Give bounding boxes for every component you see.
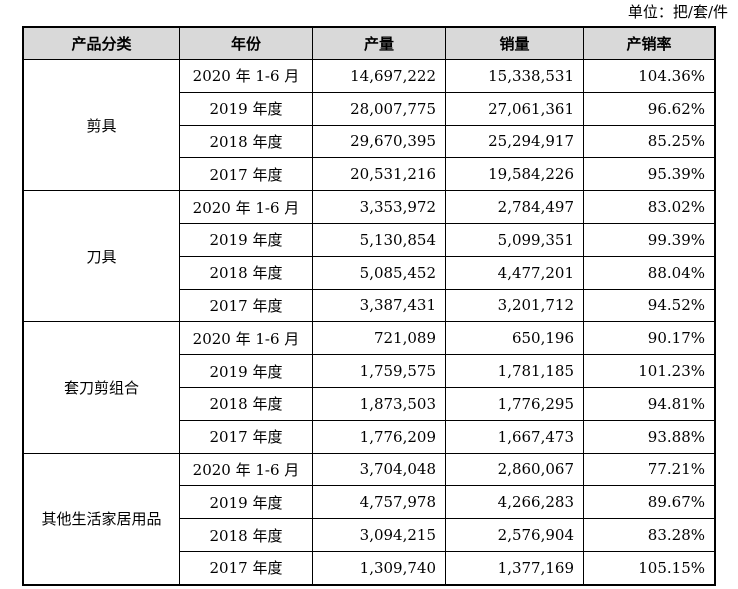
- rate-cell: 95.39%: [583, 157, 715, 192]
- rate-cell: 94.81%: [583, 386, 715, 421]
- header-category: 产品分类: [23, 27, 180, 60]
- year-cell: 2020 年 1-6 月: [179, 321, 313, 356]
- category-cell: 剪具: [23, 58, 180, 192]
- sales-cell: 19,584,226: [445, 157, 584, 192]
- year-cell: 2019 年度: [179, 91, 313, 126]
- production-cell: 5,085,452: [312, 255, 446, 290]
- table-body: 剪具 2020 年 1-6 月 14,697,222 15,338,531 10…: [23, 58, 715, 585]
- production-cell: 28,007,775: [312, 91, 446, 126]
- sales-cell: 1,776,295: [445, 386, 584, 421]
- production-cell: 20,531,216: [312, 157, 446, 192]
- sales-cell: 1,781,185: [445, 354, 584, 388]
- rate-cell: 88.04%: [583, 255, 715, 290]
- table-row: 2019 年度 5,130,854 5,099,351 99.39%: [24, 222, 715, 257]
- rate-cell: 85.25%: [583, 124, 715, 159]
- rate-cell: 105.15%: [583, 550, 715, 585]
- year-cell: 2019 年度: [179, 222, 313, 257]
- header-rate: 产销率: [583, 27, 715, 60]
- production-cell: 5,130,854: [312, 222, 446, 257]
- category-cell: 其他生活家居用品: [23, 452, 180, 585]
- year-cell: 2020 年 1-6 月: [179, 452, 313, 487]
- rate-cell: 83.28%: [583, 518, 715, 552]
- year-cell: 2020 年 1-6 月: [179, 59, 313, 93]
- sales-cell: 2,860,067: [445, 452, 584, 487]
- year-cell: 2018 年度: [179, 124, 313, 159]
- rate-cell: 90.17%: [583, 321, 715, 356]
- rate-cell: 77.21%: [583, 452, 715, 487]
- table-row: 2018 年度 29,670,395 25,294,917 85.25%: [24, 124, 715, 159]
- unit-label: 单位：把/套/件: [627, 3, 728, 21]
- production-cell: 29,670,395: [312, 124, 446, 159]
- year-cell: 2020 年 1-6 月: [179, 190, 313, 224]
- production-cell: 14,697,222: [312, 59, 446, 93]
- rate-cell: 96.62%: [583, 91, 715, 126]
- sales-cell: 1,667,473: [445, 419, 584, 454]
- year-cell: 2018 年度: [179, 518, 313, 552]
- production-cell: 1,759,575: [312, 354, 446, 388]
- rate-cell: 93.88%: [583, 419, 715, 454]
- production-cell: 1,873,503: [312, 386, 446, 421]
- sales-cell: 27,061,361: [445, 91, 584, 126]
- sales-cell: 3,201,712: [445, 288, 584, 323]
- sales-cell: 2,784,497: [445, 190, 584, 224]
- production-cell: 1,776,209: [312, 419, 446, 454]
- sales-cell: 15,338,531: [445, 59, 584, 93]
- category-cell: 刀具: [23, 190, 180, 323]
- production-cell: 721,089: [312, 321, 446, 356]
- table-row: 2017 年度 3,387,431 3,201,712 94.52%: [24, 288, 715, 323]
- table-row: 2019 年度 1,759,575 1,781,185 101.23%: [24, 354, 715, 388]
- table-row: 刀具 2020 年 1-6 月 3,353,972 2,784,497 83.0…: [23, 190, 715, 323]
- year-cell: 2017 年度: [179, 419, 313, 454]
- year-cell: 2019 年度: [179, 354, 313, 388]
- year-cell: 2018 年度: [179, 255, 313, 290]
- table-row: 2018 年度 5,085,452 4,477,201 88.04%: [24, 255, 715, 290]
- rate-cell: 83.02%: [583, 190, 715, 224]
- sales-cell: 4,477,201: [445, 255, 584, 290]
- table-row: 2018 年度 1,873,503 1,776,295 94.81%: [24, 386, 715, 421]
- sales-cell: 2,576,904: [445, 518, 584, 552]
- sales-cell: 4,266,283: [445, 485, 584, 520]
- rate-cell: 94.52%: [583, 288, 715, 323]
- sales-cell: 25,294,917: [445, 124, 584, 159]
- header-year: 年份: [179, 27, 313, 60]
- sales-cell: 1,377,169: [445, 550, 584, 585]
- category-cell: 套刀剪组合: [23, 321, 180, 454]
- rate-cell: 99.39%: [583, 222, 715, 257]
- year-cell: 2018 年度: [179, 386, 313, 421]
- rate-cell: 89.67%: [583, 485, 715, 520]
- year-cell: 2017 年度: [179, 288, 313, 323]
- production-cell: 4,757,978: [312, 485, 446, 520]
- table-row: 2018 年度 3,094,215 2,576,904 83.28%: [24, 518, 715, 552]
- header-sales: 销量: [445, 27, 584, 60]
- year-cell: 2017 年度: [179, 157, 313, 192]
- year-cell: 2019 年度: [179, 485, 313, 520]
- sales-cell: 650,196: [445, 321, 584, 356]
- year-cell: 2017 年度: [179, 550, 313, 585]
- table-row: 剪具 2020 年 1-6 月 14,697,222 15,338,531 10…: [23, 58, 715, 192]
- table-row: 其他生活家居用品 2020 年 1-6 月 3,704,048 2,860,06…: [23, 452, 715, 585]
- sales-cell: 5,099,351: [445, 222, 584, 257]
- production-cell: 3,094,215: [312, 518, 446, 552]
- header-production: 产量: [312, 27, 446, 60]
- production-cell: 1,309,740: [312, 550, 446, 585]
- table-row: 2017 年度 1,309,740 1,377,169 105.15%: [24, 550, 715, 585]
- production-cell: 3,353,972: [312, 190, 446, 224]
- rate-cell: 101.23%: [583, 354, 715, 388]
- table-row: 2017 年度 20,531,216 19,584,226 95.39%: [24, 157, 715, 192]
- rate-cell: 104.36%: [583, 59, 715, 93]
- production-cell: 3,387,431: [312, 288, 446, 323]
- production-sales-table: 产品分类 年份 产量 销量 产销率 剪具 2020 年 1-6 月 14,697…: [22, 26, 716, 586]
- table-row: 2019 年度 28,007,775 27,061,361 96.62%: [24, 91, 715, 126]
- table-header-row: 产品分类 年份 产量 销量 产销率: [23, 27, 715, 60]
- table-row: 套刀剪组合 2020 年 1-6 月 721,089 650,196 90.17…: [23, 321, 715, 454]
- production-cell: 3,704,048: [312, 452, 446, 487]
